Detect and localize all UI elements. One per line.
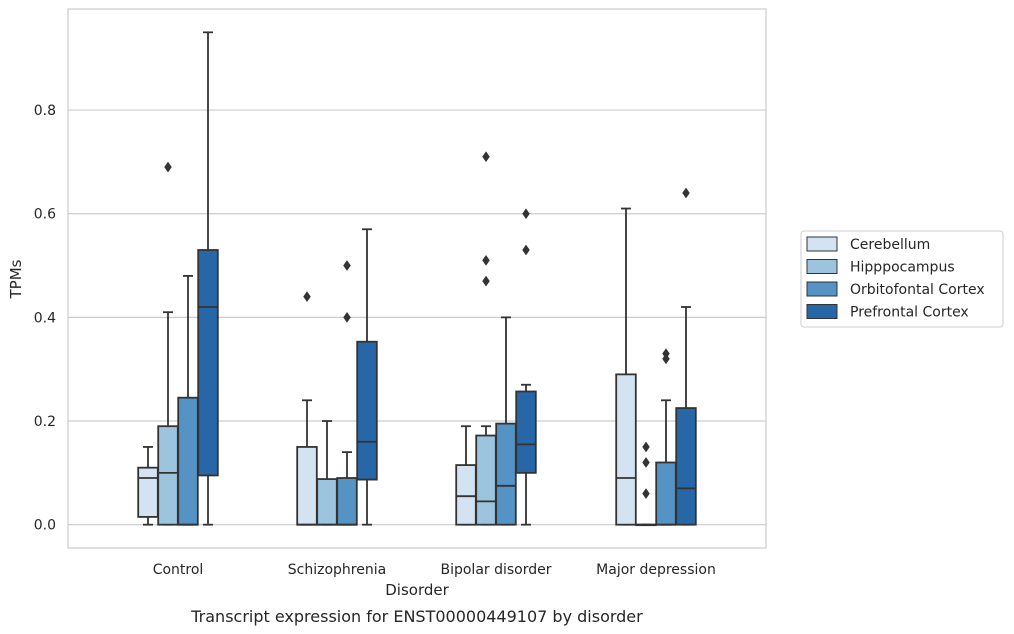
legend-swatch — [806, 236, 838, 252]
box-hipppocampus — [635, 441, 657, 527]
box-prefrontal-cortex — [197, 31, 219, 526]
box-body — [495, 422, 517, 526]
box-orbitofontal-cortex — [177, 275, 199, 526]
box-hipppocampus — [475, 151, 497, 526]
box-hipppocampus — [157, 161, 179, 526]
box-cerebellum — [137, 446, 159, 526]
legend-frame — [800, 230, 1004, 328]
box-body — [157, 425, 179, 526]
box-body — [655, 461, 677, 526]
box-prefrontal-cortex — [515, 208, 537, 526]
outlier-point — [164, 161, 172, 173]
legend-label: Hipppocampus — [850, 260, 955, 276]
legend-swatch — [806, 281, 838, 297]
outlier-point — [682, 187, 690, 199]
box-orbitofontal-cortex — [655, 348, 677, 526]
box-orbitofontal-cortex — [336, 260, 358, 526]
y-tick-label: 0.8 — [34, 103, 56, 119]
outlier-point — [642, 457, 650, 468]
y-tick-label: 0.2 — [34, 414, 56, 430]
box-body — [197, 249, 219, 477]
box-prefrontal-cortex — [675, 187, 697, 526]
boxes — [137, 31, 697, 527]
box-body — [615, 373, 637, 526]
x-tick-label: Major depression — [596, 562, 716, 578]
box-cerebellum — [296, 291, 318, 526]
x-tick-labels: Control Schizophrenia Bipolar disorder Majo… — [153, 562, 716, 578]
outlier-point — [482, 254, 490, 266]
box-body — [336, 477, 358, 526]
box-body — [296, 446, 318, 526]
box-body — [475, 434, 497, 526]
chart-caption: Transcript expression for ENST0000044910… — [190, 607, 643, 626]
box-body — [177, 396, 199, 526]
outlier-point — [662, 348, 670, 360]
y-tick-label: 0.0 — [34, 518, 56, 534]
outlier-point — [522, 208, 530, 220]
y-tick-label: 0.6 — [34, 207, 56, 223]
box-cerebellum — [455, 425, 477, 526]
box-cerebellum — [615, 207, 637, 526]
outlier-point — [303, 291, 311, 303]
box-hipppocampus — [316, 420, 338, 526]
x-axis-label: Disorder — [385, 581, 449, 599]
outlier-point — [482, 151, 490, 163]
legend: Cerebellum Hipppocampus Orbitofontal Corte… — [800, 230, 1004, 328]
legend-swatch — [806, 259, 838, 274]
outlier-point — [343, 311, 351, 323]
outlier-point — [482, 275, 490, 287]
outlier-point — [343, 260, 351, 271]
box-body — [137, 466, 159, 518]
box-body — [356, 340, 378, 481]
box-prefrontal-cortex — [356, 228, 378, 526]
legend-label: Cerebellum — [850, 237, 930, 253]
plot-frame — [67, 8, 767, 549]
x-tick-label: Schizophrenia — [288, 562, 386, 578]
box-body — [455, 464, 477, 526]
box-body — [316, 478, 338, 526]
y-tick-labels: 0.0 0.2 0.4 0.6 0.8 — [34, 103, 56, 534]
outlier-point — [642, 441, 650, 453]
y-tick-label: 0.4 — [34, 310, 56, 326]
outlier-point — [642, 488, 650, 500]
box-orbitofontal-cortex — [495, 316, 517, 526]
y-axis-label: TPMs — [7, 259, 25, 299]
outlier-point — [522, 244, 530, 256]
legend-label: Prefrontal Cortex — [850, 305, 969, 321]
box-body — [515, 390, 537, 474]
box-body — [675, 407, 697, 526]
legend-swatch — [806, 304, 838, 319]
x-tick-label: Control — [153, 562, 204, 578]
x-tick-label: Bipolar disorder — [440, 562, 551, 578]
legend-label: Orbitofontal Cortex — [850, 282, 985, 298]
